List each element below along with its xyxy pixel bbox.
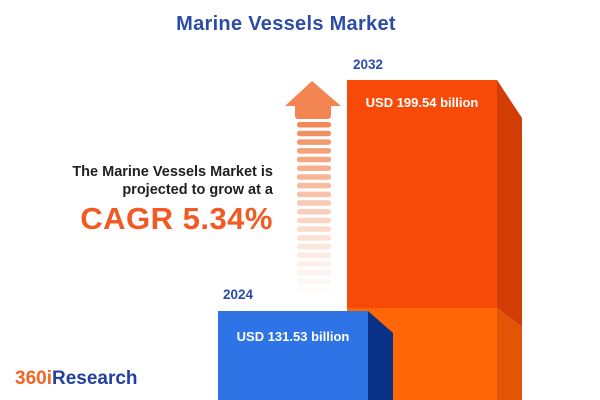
arrow-dash xyxy=(297,148,331,154)
arrow-dash xyxy=(297,261,331,267)
growth-annotation: The Marine Vessels Market is projected t… xyxy=(72,163,273,235)
arrow-dash xyxy=(297,182,331,189)
bar-year-label-2032: 2032 xyxy=(353,57,384,72)
logo-360i: 360i xyxy=(15,368,52,389)
page-title: Marine Vessels Market xyxy=(176,13,396,35)
arrow-dash xyxy=(297,209,331,215)
arrow-dash xyxy=(297,174,331,180)
arrow-dash xyxy=(297,156,331,163)
arrow-dash xyxy=(297,200,331,206)
arrow-dash xyxy=(297,165,331,171)
arrow-dash xyxy=(297,217,331,224)
arrow-head xyxy=(285,81,341,106)
arrow-dash xyxy=(297,226,331,232)
arrow-dash xyxy=(297,235,331,241)
bar-2024-side xyxy=(368,311,393,400)
arrow-dash-group xyxy=(297,122,331,293)
bar-2024 xyxy=(218,311,393,400)
bar-2032-front-upper xyxy=(347,80,497,308)
arrow-dash xyxy=(297,269,331,276)
bar-2032-side-upper xyxy=(497,80,522,327)
arrow-dash xyxy=(297,278,331,285)
bar-2032-side-lower xyxy=(497,308,522,400)
arrow-dash xyxy=(297,122,331,128)
arrow-dash xyxy=(297,243,331,250)
arrow-dash xyxy=(297,139,331,145)
cagr-value: CAGR 5.34% xyxy=(80,201,273,236)
bar-value-label-2024: USD 131.53 billion xyxy=(236,329,350,344)
annotation-line-2: projected to grow at a xyxy=(122,182,273,198)
arrow-neck xyxy=(295,102,331,119)
logo-research: Research xyxy=(51,368,138,389)
arrow-dash xyxy=(297,191,331,198)
bar-value-label-2032: USD 199.54 billion xyxy=(365,95,479,110)
arrow-dash xyxy=(297,130,331,137)
brand-logo: 360iResearch xyxy=(15,367,138,391)
arrow-dash xyxy=(297,252,331,258)
bar-2024-front xyxy=(218,311,368,400)
growth-arrow-icon xyxy=(285,81,341,293)
arrow-dash xyxy=(297,287,331,293)
annotation-line-1: The Marine Vessels Market is xyxy=(72,164,273,180)
bar-year-label-2024: 2024 xyxy=(223,287,254,302)
